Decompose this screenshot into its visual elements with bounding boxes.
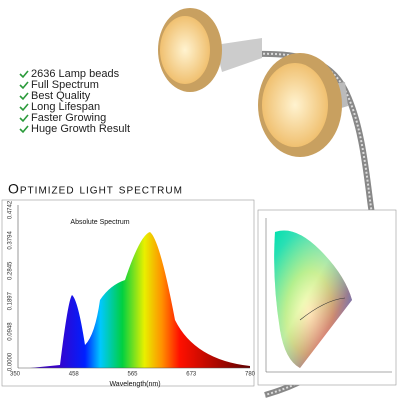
x-tick-label: 565 xyxy=(127,372,138,378)
feature-text: Full Spectrum xyxy=(31,79,99,91)
check-icon xyxy=(19,114,29,123)
cie-diagram xyxy=(257,209,397,386)
lamp-illustration xyxy=(158,8,382,398)
y-tick-label: 0.0000 xyxy=(8,352,14,371)
feature-text: Best Quality xyxy=(31,90,91,102)
x-tick-label: 458 xyxy=(69,372,80,378)
x-axis-label: Wavelength(nm) xyxy=(109,381,160,388)
spectrum-curve xyxy=(30,232,250,368)
y-tick-label: 0.1897 xyxy=(8,291,14,310)
banner-title: Optimized light spectrum xyxy=(8,181,183,197)
y-tick-label: 0.4742 xyxy=(8,200,14,219)
y-tick-label: 0.0948 xyxy=(8,322,14,341)
feature-text: Long Lifespan xyxy=(31,101,100,113)
check-icon xyxy=(19,125,29,134)
x-tick-label: 780 xyxy=(245,372,256,378)
check-icon xyxy=(19,92,29,101)
check-icon xyxy=(19,70,29,79)
check-icon xyxy=(19,81,29,90)
feature-text: Huge Growth Result xyxy=(31,123,130,135)
x-tick-label: 673 xyxy=(186,372,197,378)
spectrum-title: Absolute Spectrum xyxy=(70,219,129,226)
spectrum-chart: Absolute Spectrum 350 458 565 673 780 0.0000… xyxy=(1,199,256,388)
check-icon xyxy=(19,103,29,112)
x-tick-label: 350 xyxy=(10,372,21,378)
y-tick-label: 0.2845 xyxy=(8,261,14,280)
y-tick-label: 0.3794 xyxy=(8,231,14,250)
feature-text: Faster Growing xyxy=(31,112,106,124)
feature-text: 2636 Lamp beads xyxy=(31,68,120,80)
